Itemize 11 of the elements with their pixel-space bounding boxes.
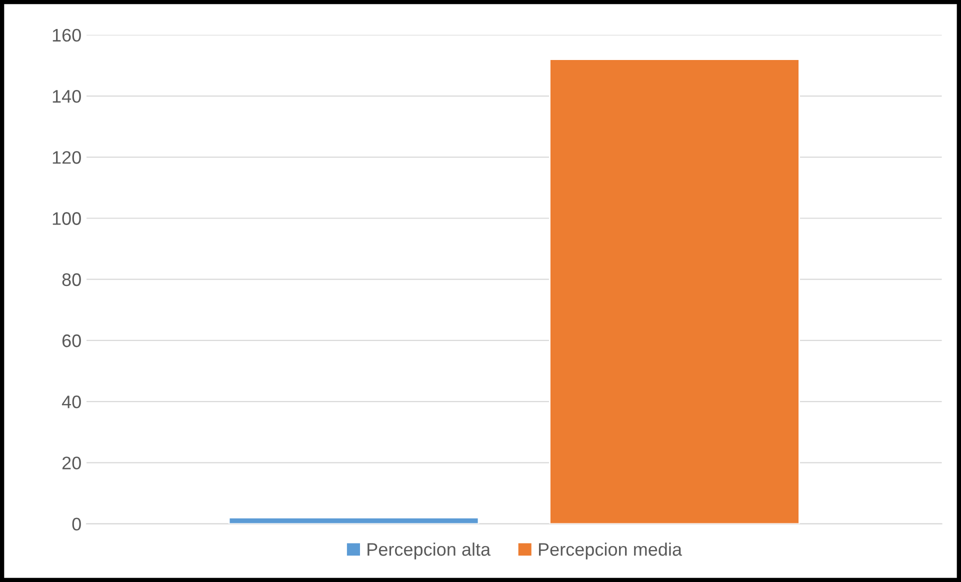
- y-tick-label: 80: [62, 273, 81, 286]
- y-tick-label: 60: [62, 334, 81, 348]
- y-tick-label: 40: [62, 396, 81, 408]
- legend-label: Percepcion alta: [368, 542, 491, 560]
- y-tick-label: 120: [52, 151, 81, 164]
- y-tick-label: 140: [52, 90, 81, 103]
- y-tick-label: 0: [72, 518, 81, 531]
- legend-label: Percepcion media: [538, 542, 682, 560]
- y-tick-label: 160: [52, 28, 81, 42]
- y-tick-label: 20: [62, 456, 81, 470]
- y-tick-label: 100: [52, 212, 81, 225]
